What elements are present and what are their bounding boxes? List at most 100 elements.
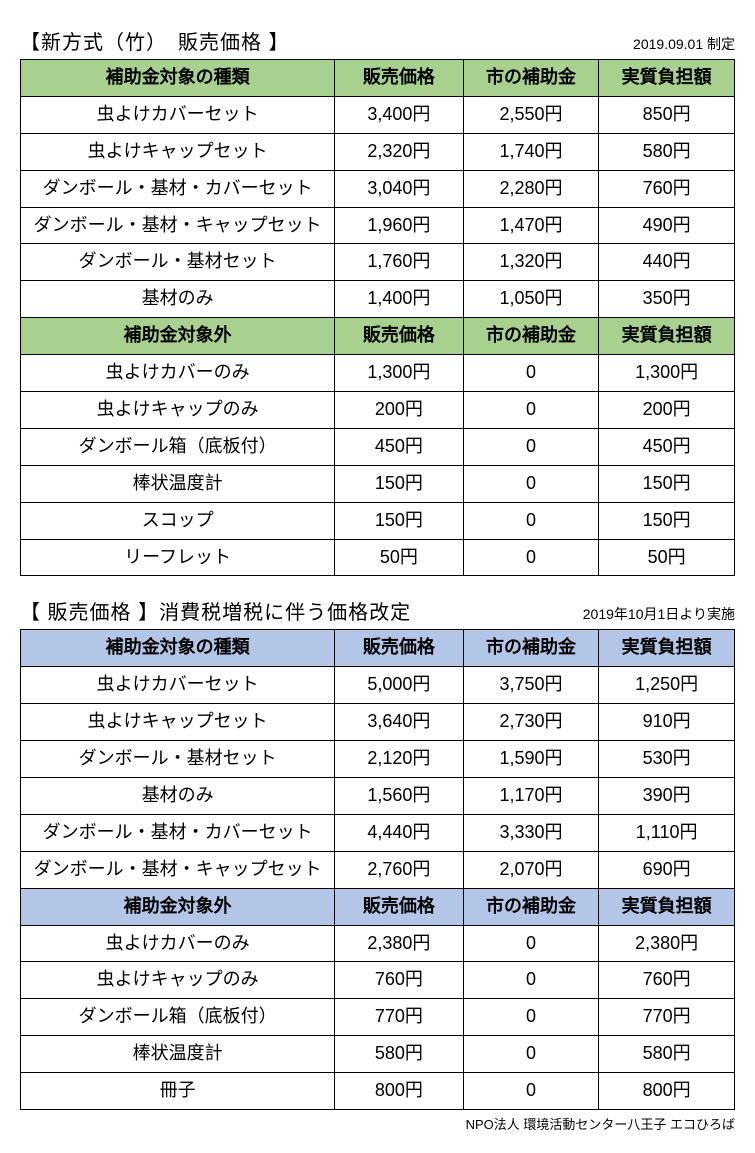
- sale-price: 760円: [335, 962, 464, 999]
- item-name: 虫よけカバーセット: [21, 96, 335, 133]
- net-cost: 760円: [599, 170, 735, 207]
- table-row: 棒状温度計150円0150円: [21, 465, 735, 502]
- table-row: 基材のみ1,400円1,050円350円: [21, 281, 735, 318]
- item-name: ダンボール・基材・キャップセット: [21, 207, 335, 244]
- section-2-date: 2019年10月1日より実施: [583, 604, 735, 624]
- subsidy: 0: [463, 1036, 599, 1073]
- col-header: 販売価格: [335, 630, 464, 667]
- sale-price: 1,400円: [335, 281, 464, 318]
- sale-price: 580円: [335, 1036, 464, 1073]
- item-name: 虫よけカバーのみ: [21, 925, 335, 962]
- subsidy: 0: [463, 428, 599, 465]
- table-row: 冊子800円0800円: [21, 1073, 735, 1110]
- col-header: 市の補助金: [463, 888, 599, 925]
- sale-price: 2,380円: [335, 925, 464, 962]
- sale-price: 5,000円: [335, 667, 464, 704]
- table-header-row: 補助金対象外 販売価格 市の補助金 実質負担額: [21, 318, 735, 355]
- item-name: ダンボール・基材・キャップセット: [21, 851, 335, 888]
- table-row: ダンボール箱（底板付）450円0450円: [21, 428, 735, 465]
- sale-price: 800円: [335, 1073, 464, 1110]
- subsidy: 2,280円: [463, 170, 599, 207]
- col-header: 補助金対象外: [21, 888, 335, 925]
- item-name: リーフレット: [21, 539, 335, 576]
- table-row: 虫よけカバーセット5,000円3,750円1,250円: [21, 667, 735, 704]
- sale-price: 1,300円: [335, 355, 464, 392]
- sale-price: 3,400円: [335, 96, 464, 133]
- sale-price: 1,960円: [335, 207, 464, 244]
- footer-credit: NPO法人 環境活動センター八王子 エコひろば: [20, 1114, 735, 1133]
- table-row: リーフレット50円050円: [21, 539, 735, 576]
- item-name: ダンボール・基材セット: [21, 741, 335, 778]
- net-cost: 850円: [599, 96, 735, 133]
- col-header: 補助金対象外: [21, 318, 335, 355]
- table-row: 棒状温度計580円0580円: [21, 1036, 735, 1073]
- table-row: 虫よけキャップのみ200円0200円: [21, 392, 735, 429]
- net-cost: 800円: [599, 1073, 735, 1110]
- net-cost: 390円: [599, 778, 735, 815]
- net-cost: 580円: [599, 1036, 735, 1073]
- col-header: 市の補助金: [463, 630, 599, 667]
- subsidy: 3,750円: [463, 667, 599, 704]
- sale-price: 3,640円: [335, 704, 464, 741]
- item-name: ダンボール・基材セット: [21, 244, 335, 281]
- subsidy: 2,070円: [463, 851, 599, 888]
- col-header: 実質負担額: [599, 318, 735, 355]
- table-row: 虫よけキャップセット2,320円1,740円580円: [21, 133, 735, 170]
- net-cost: 350円: [599, 281, 735, 318]
- subsidy: 0: [463, 355, 599, 392]
- col-header: 販売価格: [335, 888, 464, 925]
- table-row: ダンボール・基材・キャップセット1,960円1,470円490円: [21, 207, 735, 244]
- item-name: 冊子: [21, 1073, 335, 1110]
- table-row: 虫よけキャップセット3,640円2,730円910円: [21, 704, 735, 741]
- sale-price: 4,440円: [335, 814, 464, 851]
- subsidy: 0: [463, 392, 599, 429]
- net-cost: 770円: [599, 999, 735, 1036]
- net-cost: 150円: [599, 465, 735, 502]
- subsidy: 2,730円: [463, 704, 599, 741]
- item-name: 虫よけカバーセット: [21, 667, 335, 704]
- item-name: ダンボール箱（底板付）: [21, 999, 335, 1036]
- sale-price: 450円: [335, 428, 464, 465]
- subsidy: 1,590円: [463, 741, 599, 778]
- item-name: ダンボール・基材・カバーセット: [21, 814, 335, 851]
- sale-price: 1,560円: [335, 778, 464, 815]
- net-cost: 200円: [599, 392, 735, 429]
- item-name: 基材のみ: [21, 778, 335, 815]
- col-header: 市の補助金: [463, 318, 599, 355]
- item-name: 棒状温度計: [21, 465, 335, 502]
- sale-price: 2,760円: [335, 851, 464, 888]
- subsidy: 1,320円: [463, 244, 599, 281]
- sale-price: 2,320円: [335, 133, 464, 170]
- section-2-title: 【 販売価格 】消費税増税に伴う価格改定: [20, 596, 411, 625]
- subsidy: 2,550円: [463, 96, 599, 133]
- net-cost: 1,250円: [599, 667, 735, 704]
- subsidy: 0: [463, 1073, 599, 1110]
- table-row: ダンボール・基材・キャップセット2,760円2,070円690円: [21, 851, 735, 888]
- subsidy: 3,330円: [463, 814, 599, 851]
- table-header-row: 補助金対象の種類 販売価格 市の補助金 実質負担額: [21, 630, 735, 667]
- subsidy: 0: [463, 465, 599, 502]
- table-row: スコップ150円0150円: [21, 502, 735, 539]
- net-cost: 1,110円: [599, 814, 735, 851]
- col-header: 実質負担額: [599, 60, 735, 97]
- net-cost: 2,380円: [599, 925, 735, 962]
- table-row: 虫よけカバーのみ1,300円01,300円: [21, 355, 735, 392]
- item-name: 虫よけキャップのみ: [21, 962, 335, 999]
- sale-price: 770円: [335, 999, 464, 1036]
- sale-price: 3,040円: [335, 170, 464, 207]
- net-cost: 150円: [599, 502, 735, 539]
- price-table-2: 補助金対象の種類 販売価格 市の補助金 実質負担額 虫よけカバーセット5,000…: [20, 629, 735, 1110]
- net-cost: 440円: [599, 244, 735, 281]
- net-cost: 1,300円: [599, 355, 735, 392]
- net-cost: 50円: [599, 539, 735, 576]
- section-1-title-row: 【新方式（竹） 販売価格 】 2019.09.01 制定: [20, 26, 735, 55]
- subsidy: 0: [463, 962, 599, 999]
- sale-price: 50円: [335, 539, 464, 576]
- price-table-1: 補助金対象の種類 販売価格 市の補助金 実質負担額 虫よけカバーセット3,400…: [20, 59, 735, 576]
- table-row: ダンボール・基材・カバーセット4,440円3,330円1,110円: [21, 814, 735, 851]
- sale-price: 2,120円: [335, 741, 464, 778]
- net-cost: 450円: [599, 428, 735, 465]
- col-header: 実質負担額: [599, 888, 735, 925]
- net-cost: 910円: [599, 704, 735, 741]
- table-row: 虫よけカバーのみ2,380円02,380円: [21, 925, 735, 962]
